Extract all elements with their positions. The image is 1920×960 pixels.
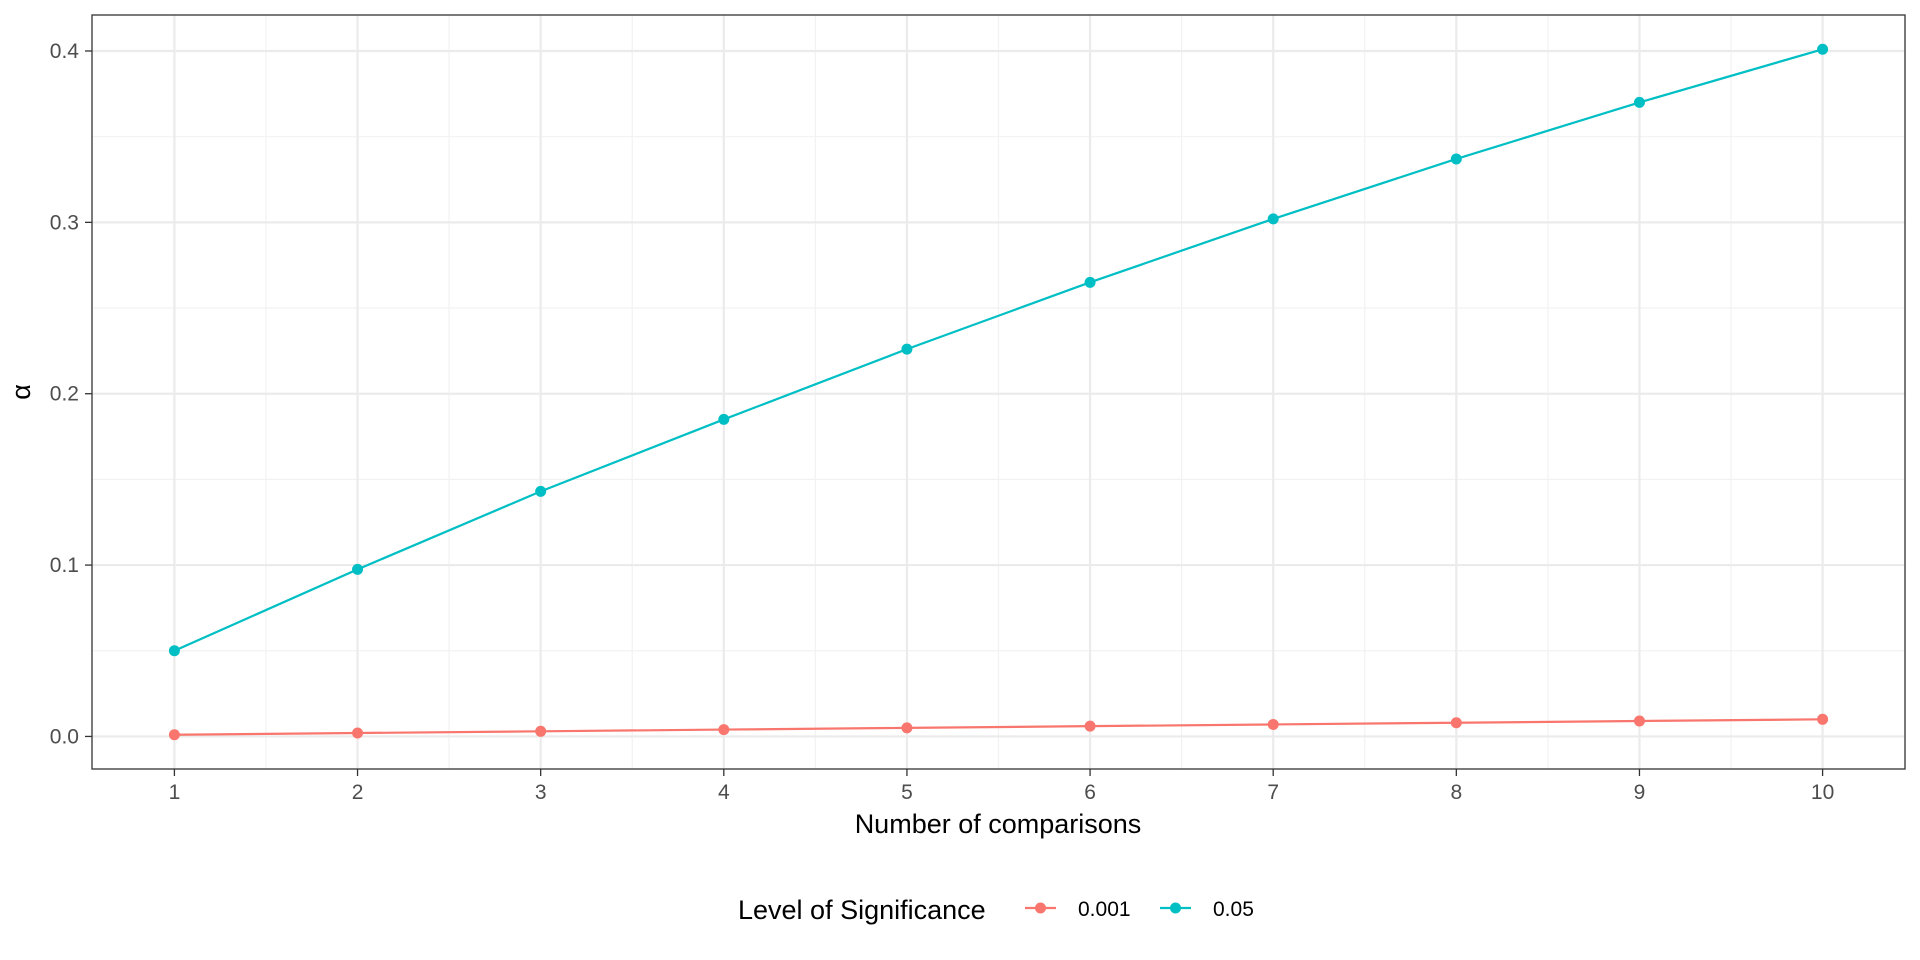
data-point — [718, 413, 730, 425]
y-tick-label: 0.2 — [50, 383, 79, 406]
x-tick-label: 8 — [1450, 781, 1462, 804]
legend-label-0: 0.001 — [1078, 898, 1131, 921]
legend-item-1: 0.05 — [1160, 898, 1254, 921]
data-point — [1450, 153, 1462, 165]
data-point — [352, 563, 364, 575]
grid-major — [92, 15, 1905, 769]
x-tick-label: 3 — [535, 781, 547, 804]
data-point — [1084, 276, 1096, 288]
data-point — [1633, 715, 1645, 727]
data-point — [1817, 43, 1829, 55]
series-layer — [168, 43, 1829, 741]
x-tick-label: 7 — [1267, 781, 1279, 804]
data-point — [1450, 717, 1462, 729]
y-tick-label: 0.4 — [50, 40, 80, 63]
y-tick-label: 0.0 — [50, 725, 79, 748]
y-axis-title: α — [6, 384, 36, 400]
legend-item-0: 0.001 — [1025, 898, 1131, 921]
data-point — [352, 727, 364, 739]
data-point — [718, 724, 730, 736]
x-tick-label: 1 — [169, 781, 181, 804]
data-point — [901, 343, 913, 355]
y-tick-label: 0.1 — [50, 554, 79, 577]
data-point — [901, 722, 913, 734]
series-line-0 — [174, 718, 1823, 736]
data-point — [1267, 213, 1279, 225]
data-point — [1633, 96, 1645, 108]
legend: Level of Significance 0.001 0.05 — [738, 895, 1254, 925]
y-tick-label: 0.3 — [50, 211, 79, 234]
x-tick-label: 5 — [901, 781, 913, 804]
grid-minor — [92, 15, 1905, 769]
axis-ticks — [85, 50, 1824, 776]
legend-label-1: 0.05 — [1213, 898, 1254, 921]
data-point — [168, 645, 180, 657]
legend-title: Level of Significance — [738, 895, 986, 925]
x-tick-label: 10 — [1811, 781, 1834, 804]
x-tick-label: 6 — [1084, 781, 1096, 804]
data-point — [1817, 713, 1829, 725]
x-axis-title: Number of comparisons — [855, 809, 1142, 839]
series-line-1 — [173, 48, 1823, 652]
x-tick-label: 9 — [1634, 781, 1646, 804]
data-point — [168, 729, 180, 741]
data-point — [535, 725, 547, 737]
x-tick-label: 4 — [718, 781, 730, 804]
data-point — [535, 485, 547, 497]
y-tick-labels: 0.0 0.1 0.2 0.3 0.4 — [50, 40, 80, 748]
plot-border — [91, 14, 1906, 770]
data-point — [1267, 718, 1279, 730]
x-tick-labels: 1 2 3 4 5 6 7 8 9 10 — [169, 781, 1835, 804]
x-tick-label: 2 — [352, 781, 364, 804]
data-point — [1084, 720, 1096, 732]
legend-key-point-0 — [1035, 902, 1046, 914]
legend-key-point-1 — [1170, 902, 1181, 914]
